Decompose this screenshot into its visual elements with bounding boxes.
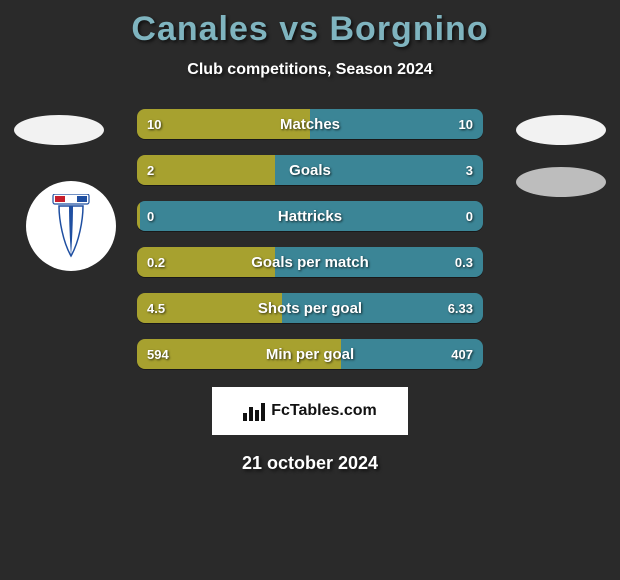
stat-row: Matches1010 [137,109,483,139]
stat-bars: Matches1010 Goals23 Hattricks00 Goals per m… [137,109,483,369]
stat-row: Hattricks00 [137,201,483,231]
bar-right [275,247,483,277]
brand-text: FcTables.com [271,402,377,420]
page-title: Canales vs Borgnino [0,0,620,49]
player-right-badge-2 [516,167,606,197]
brand-badge: FcTables.com [212,387,408,435]
bar-left [137,339,341,369]
player-left-badge [14,115,104,145]
bar-right [282,293,483,323]
stat-row: Goals per match0.20.3 [137,247,483,277]
player-right-badge [516,115,606,145]
bar-right [275,155,483,185]
date-text: 21 october 2024 [0,453,620,474]
bar-right [140,201,483,231]
bar-left [137,109,310,139]
bar-left [137,293,282,323]
stat-row: Goals23 [137,155,483,185]
subtitle: Club competitions, Season 2024 [0,61,620,79]
shield-icon [51,194,91,258]
bar-left [137,155,275,185]
bar-right [310,109,483,139]
bar-left [137,247,275,277]
chart-icon [243,401,265,421]
stat-row: Shots per goal4.56.33 [137,293,483,323]
stat-row: Min per goal594407 [137,339,483,369]
bar-right [341,339,483,369]
club-badge [26,181,116,271]
comparison-panel: Matches1010 Goals23 Hattricks00 Goals per m… [0,109,620,474]
